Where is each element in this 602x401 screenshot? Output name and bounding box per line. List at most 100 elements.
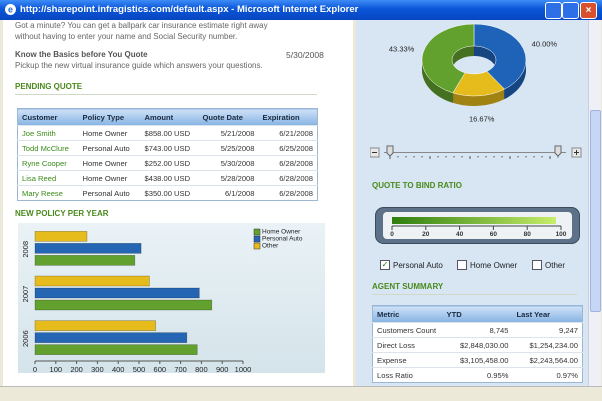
table-cell: Home Owner xyxy=(78,170,141,186)
table-cell: Expense xyxy=(372,352,443,368)
table-cell: 0.97% xyxy=(512,367,583,383)
bar xyxy=(34,344,198,355)
checkbox[interactable] xyxy=(532,260,542,270)
intro-heading: Know the Basics before You Quote xyxy=(15,50,148,59)
table-cell: 5/28/2008 xyxy=(198,170,259,186)
x-tick-label: 200 xyxy=(70,365,83,373)
header-row: Metric YTD Last Year xyxy=(372,305,583,323)
table-row: Expense $3,105,458.00 $2,243,564.00 xyxy=(372,352,583,368)
status-bar xyxy=(0,386,602,401)
table-cell: $1,254,234.00 xyxy=(512,337,583,353)
filter-checkbox[interactable]: Other xyxy=(532,260,565,270)
table-cell: 6/28/2008 xyxy=(258,155,318,171)
table-cell: $350.00 USD xyxy=(140,185,199,201)
bar-chart: 0 100 200 300 400 500 600 700 800 900 1000 2008 2007… xyxy=(18,223,325,373)
table-cell: $858.00 USD xyxy=(140,125,199,141)
filter-checkbox[interactable]: Home Owner xyxy=(457,260,517,270)
bar xyxy=(34,320,156,331)
title-bar: e http://sharepoint.infragistics.com/def… xyxy=(0,0,602,20)
header-row: Customer Policy Type Amount Quote Date Expir… xyxy=(17,108,318,126)
table-cell: $743.00 USD xyxy=(140,140,199,156)
table-cell: 5/25/2008 xyxy=(198,140,259,156)
tick-label: 0 xyxy=(390,231,394,238)
table-cell: 6/28/2008 xyxy=(258,170,318,186)
intro-text: Got a minute? You can get a ballpark car… xyxy=(15,21,268,41)
x-tick-label: 900 xyxy=(216,365,229,373)
bar xyxy=(34,255,136,266)
close-button[interactable]: × xyxy=(580,2,597,19)
maximize-button[interactable] xyxy=(562,2,579,19)
tick-label: 60 xyxy=(490,231,498,238)
section-heading: AGENT SUMMARY xyxy=(372,282,577,295)
x-tick-label: 0 xyxy=(33,365,37,373)
legend-swatch xyxy=(253,235,261,243)
section-heading: QUOTE TO BIND RATIO xyxy=(372,181,462,190)
donut-chart: 40.00% 16.67% 43.33% xyxy=(389,23,558,124)
slider-plus-icon xyxy=(574,150,579,155)
tick-label: 40 xyxy=(456,231,464,238)
bar xyxy=(34,287,200,299)
slider-thumb[interactable] xyxy=(554,145,562,157)
gauge: 0 20 40 60 80 100 xyxy=(375,207,580,244)
column-header: Policy Type xyxy=(78,108,141,126)
legend-label: Personal Auto xyxy=(262,236,303,243)
table-cell: Todd McClure xyxy=(17,140,79,156)
table-cell: $2,243,564.00 xyxy=(512,352,583,368)
table-cell: Mary Reese xyxy=(17,185,79,201)
table-row: Loss Ratio 0.95% 0.97% xyxy=(372,367,583,383)
checkbox-label: Home Owner xyxy=(470,260,518,270)
ie-icon: e xyxy=(5,4,16,15)
section-heading: NEW POLICY PER YEAR xyxy=(15,209,109,218)
table-row: Customers Count 8,745 9,247 xyxy=(372,322,583,338)
x-tick-label: 100 xyxy=(50,365,63,373)
x-tick-label: 400 xyxy=(112,365,125,373)
intro-subtext: Pickup the new virtual insurance guide w… xyxy=(15,61,263,70)
tick-label: 100 xyxy=(556,231,567,238)
legend-label: Home Owner xyxy=(262,229,301,236)
minimize-button[interactable] xyxy=(545,2,562,19)
gauge-bar xyxy=(392,217,556,224)
slider-thumb[interactable] xyxy=(386,145,394,157)
x-tick-label: 700 xyxy=(174,365,187,373)
table-cell: Loss Ratio xyxy=(372,367,443,383)
column-header: Customer xyxy=(17,108,79,126)
table-cell: Home Owner xyxy=(78,125,141,141)
data-label: 43.33% xyxy=(389,45,415,54)
bar xyxy=(34,275,150,287)
y-tick-label: 2008 xyxy=(21,241,30,258)
y-tick-label: 2006 xyxy=(21,330,30,347)
table-cell: 5/30/2008 xyxy=(198,155,259,171)
data-label: 40.00% xyxy=(532,40,558,49)
column-header: Last Year xyxy=(512,305,583,323)
window-title: http://sharepoint.infragistics.com/defau… xyxy=(20,4,359,15)
scroll-thumb[interactable] xyxy=(590,110,601,312)
range-slider[interactable] xyxy=(370,145,582,161)
scrollbar[interactable] xyxy=(588,20,601,386)
checkbox[interactable] xyxy=(457,260,467,270)
table-cell: Personal Auto xyxy=(78,185,141,201)
table-cell: 6/28/2008 xyxy=(258,185,318,201)
table-row: Ryne Cooper Home Owner $252.00 USD 5/30/200… xyxy=(17,155,318,171)
bar xyxy=(34,332,188,343)
legend-swatch xyxy=(253,228,261,236)
table-row: Lisa Reed Home Owner $438.00 USD 5/28/2008 6… xyxy=(17,170,318,186)
table-cell: Home Owner xyxy=(78,155,141,171)
table-cell: Lisa Reed xyxy=(17,170,79,186)
table-cell: Direct Loss xyxy=(372,337,443,353)
table-cell: $438.00 USD xyxy=(140,170,199,186)
checkbox[interactable]: ✓ xyxy=(380,260,390,270)
table-cell: Joe Smith xyxy=(17,125,79,141)
column-header: YTD xyxy=(442,305,513,323)
filter-checkbox[interactable]: ✓ Personal Auto xyxy=(380,260,443,270)
data-label: 16.67% xyxy=(469,115,495,124)
table-cell: Ryne Cooper xyxy=(17,155,79,171)
y-tick-label: 2007 xyxy=(21,286,30,303)
pending-quote-table: Customer Policy Type Amount Quote Date Expir… xyxy=(17,108,318,201)
table-cell: 6/1/2008 xyxy=(198,185,259,201)
filter-group: ✓ Personal Auto Home Owner Other xyxy=(380,260,580,272)
right-panel: 40.00% 16.67% 43.33% QUOTE TO BIND RATIO 0… xyxy=(356,20,588,386)
table-row: Direct Loss $2,848,030.00 $1,254,234.00 xyxy=(372,337,583,353)
checkbox-label: Other xyxy=(545,260,566,270)
column-header: Amount xyxy=(140,108,199,126)
table-cell: 8,745 xyxy=(442,322,513,338)
